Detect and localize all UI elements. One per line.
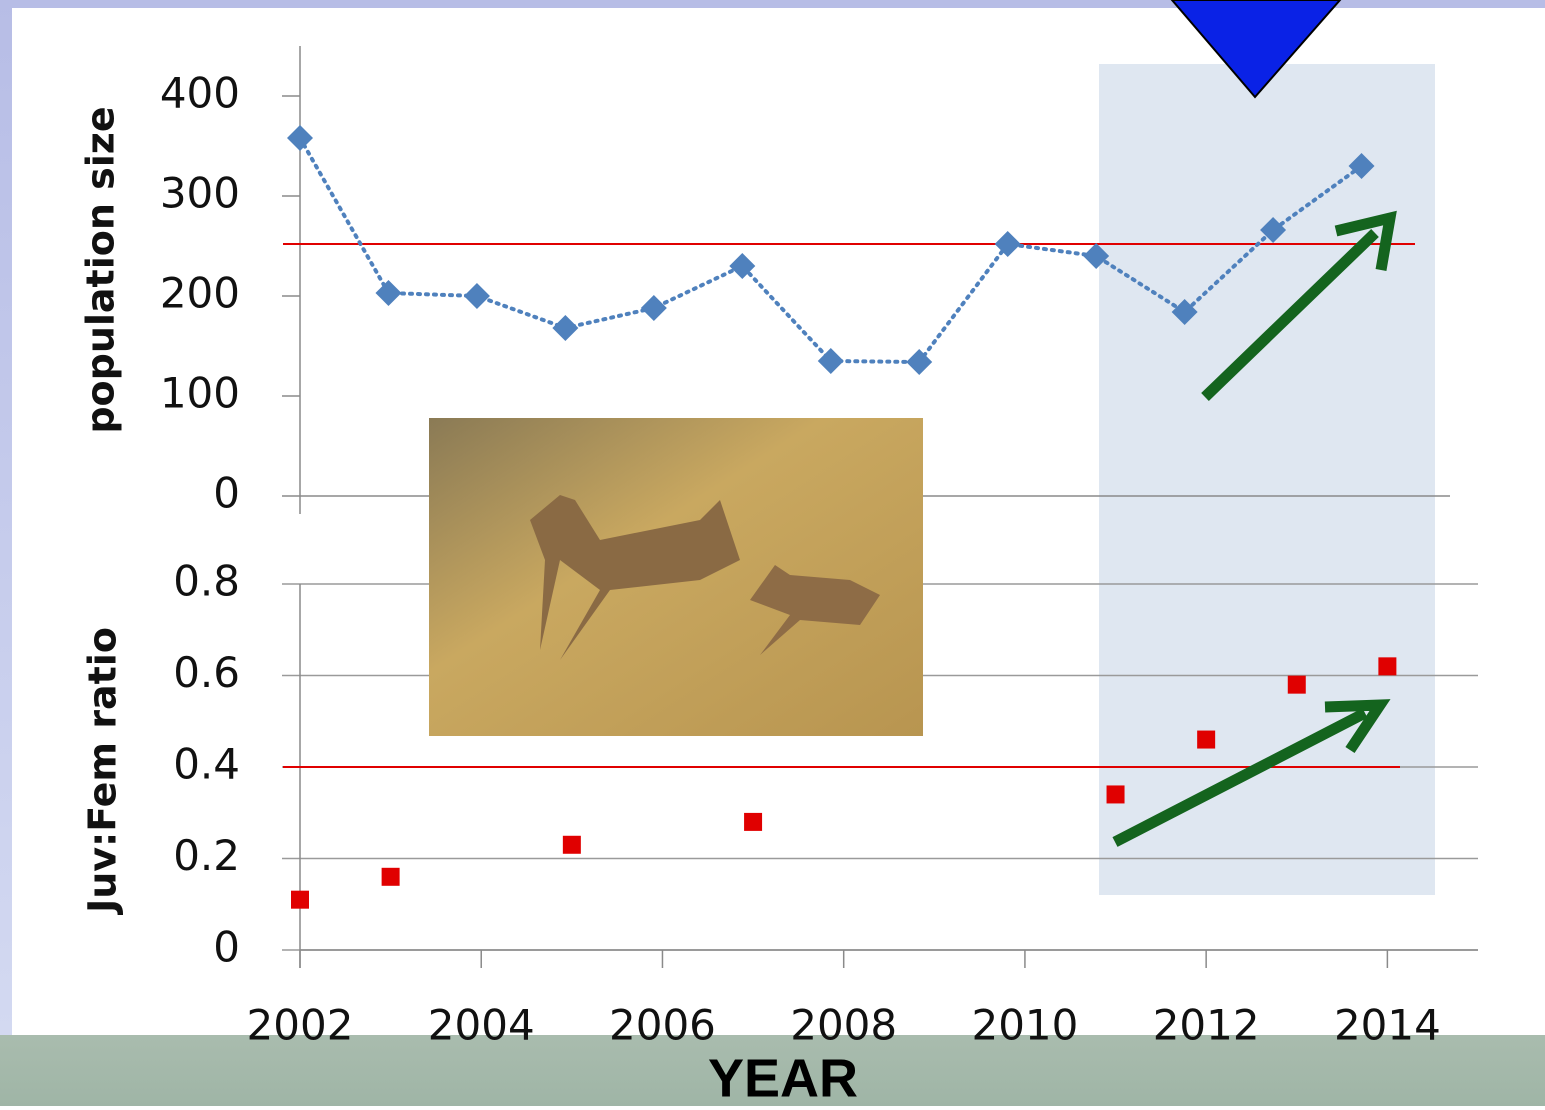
y-tick-label: 400 <box>160 69 240 118</box>
slide: 0 100 200 300 400 population size 0 0.2 0.4 0.6 0.… <box>0 0 1545 1106</box>
x-tick-label: 2012 <box>1153 1001 1260 1050</box>
left-strip <box>0 0 12 1106</box>
photo <box>429 418 923 736</box>
data-point <box>1107 785 1125 803</box>
x-tick-label: 2004 <box>428 1001 535 1050</box>
y-tick-label: 300 <box>160 169 240 218</box>
data-point <box>1288 676 1306 694</box>
x-tick-label: 2010 <box>971 1001 1078 1050</box>
y-tick-label: 0 <box>213 469 240 518</box>
y-tick-label: 0.8 <box>173 557 240 606</box>
data-point <box>744 813 762 831</box>
data-point <box>291 891 309 909</box>
y-tick-label: 0.6 <box>173 648 240 697</box>
y-tick-label: 0 <box>213 923 240 972</box>
x-axis-title: YEAR <box>708 1048 858 1106</box>
data-point <box>563 836 581 854</box>
data-point <box>1378 657 1396 675</box>
y-tick-label: 100 <box>160 369 240 418</box>
y-axis-title: Juv:Fem ratio <box>81 627 125 916</box>
y-tick-label: 0.4 <box>173 740 240 789</box>
x-tick-label: 2006 <box>609 1001 716 1050</box>
data-point <box>382 868 400 886</box>
y-tick-label: 0.2 <box>173 831 240 880</box>
y-tick-label: 200 <box>160 269 240 318</box>
x-tick-label: 2014 <box>1334 1001 1441 1050</box>
x-tick-label: 2008 <box>790 1001 897 1050</box>
page: {"chart_data": [ {"type": "line", "ylabe… <box>0 0 1545 1106</box>
data-point <box>1197 731 1215 749</box>
y-axis-title: population size <box>79 106 123 433</box>
highlight-region <box>1099 64 1435 895</box>
x-tick-label: 2002 <box>247 1001 354 1050</box>
